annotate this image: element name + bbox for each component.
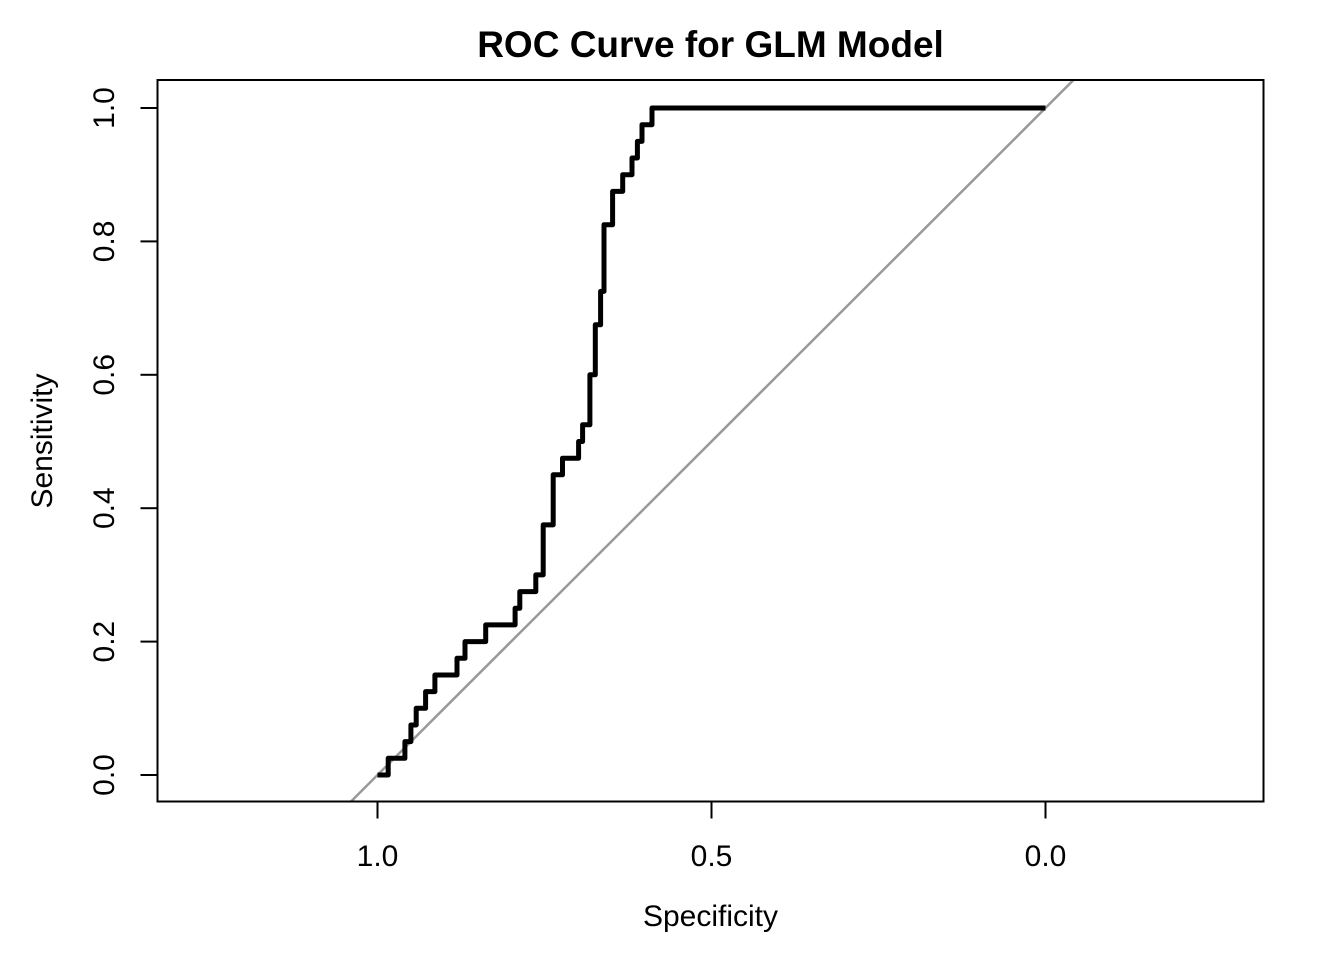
chart-title: ROC Curve for GLM Model: [477, 24, 944, 65]
x-tick-label: 0.5: [691, 840, 733, 873]
roc-curve-path: [377, 105, 1046, 778]
x-tick-label: 0.0: [1025, 840, 1067, 873]
y-axis-label: Sensitivity: [26, 373, 59, 509]
y-tick-label: 0.0: [88, 754, 121, 796]
plot-border-box: [156, 79, 1265, 803]
x-tick-label: 1.0: [357, 840, 399, 873]
y-tick-label: 1.0: [88, 87, 121, 129]
y-tick-label: 0.2: [88, 621, 121, 663]
y-tick-label: 0.8: [88, 221, 121, 263]
chance-diagonal-line: [350, 79, 1075, 803]
y-tick-label: 0.6: [88, 354, 121, 396]
y-tick-label: 0.4: [88, 487, 121, 529]
x-axis-label: Specificity: [642, 900, 779, 933]
